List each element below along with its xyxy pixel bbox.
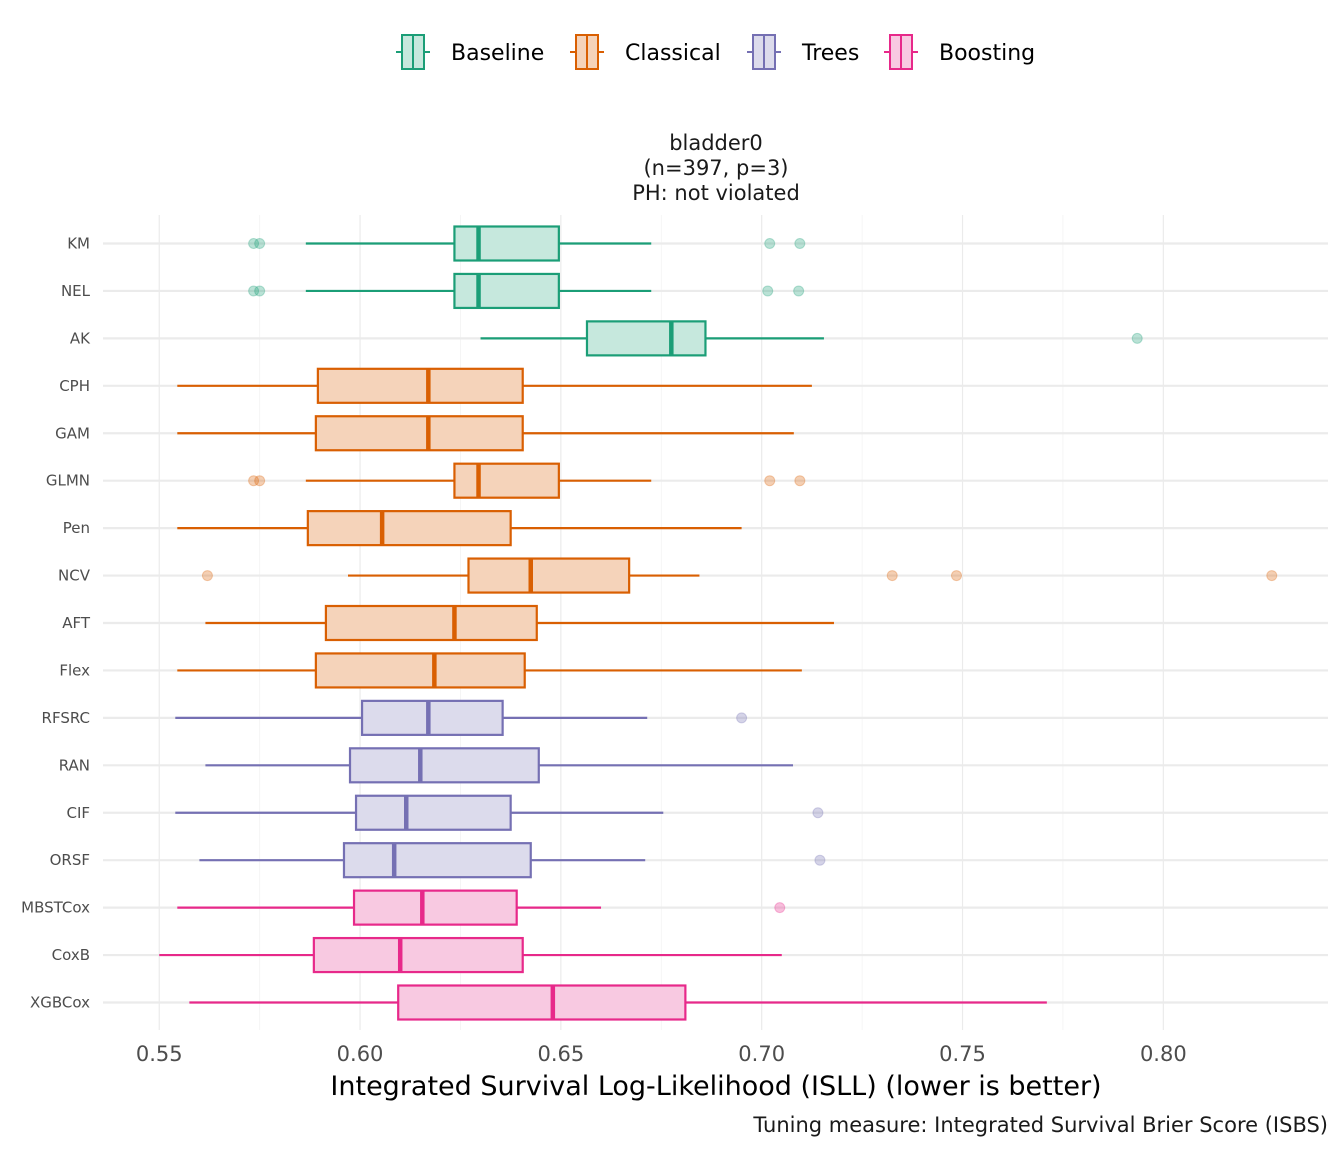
- box: [314, 415, 524, 452]
- boxplot-ak: [480, 320, 1143, 357]
- box: [348, 747, 540, 784]
- box: [324, 604, 538, 642]
- y-tick-label: Flex: [59, 661, 90, 679]
- y-tick-label: AFT: [62, 614, 91, 632]
- y-tick-label: AK: [70, 329, 91, 347]
- y-tick-label: CPH: [59, 377, 90, 395]
- legend-item-classical: Classical: [570, 34, 721, 70]
- box: [316, 367, 524, 404]
- box: [312, 936, 524, 974]
- outlier-point: [950, 570, 962, 582]
- y-tick-label: NCV: [58, 567, 91, 585]
- boxplot-aft: [205, 604, 834, 642]
- x-tick-label: 0.80: [1140, 1042, 1187, 1066]
- outlier-point: [886, 570, 898, 582]
- box: [342, 842, 532, 879]
- y-tick-label: ORSF: [50, 851, 90, 869]
- outlier-point: [764, 475, 776, 487]
- legend-label: Classical: [625, 41, 721, 66]
- facet-title-line-2: (n=397, p=3): [643, 156, 788, 180]
- box: [453, 272, 560, 310]
- x-tick-label: 0.55: [136, 1042, 183, 1066]
- x-tick-label: 0.65: [537, 1042, 584, 1066]
- boxplot-flex: [177, 652, 802, 689]
- boxplot-ran: [205, 747, 794, 784]
- outlier-point: [254, 285, 266, 297]
- boxplot-coxb: [159, 936, 782, 974]
- x-axis-label: Integrated Survival Log-Likelihood (ISLL…: [330, 1071, 1101, 1102]
- outlier-point: [794, 238, 806, 249]
- legend-label: Boosting: [939, 41, 1035, 66]
- y-tick-label: RFSRC: [42, 709, 90, 727]
- y-tick-label: CoxB: [52, 946, 90, 964]
- caption: Tuning measure: Integrated Survival Brie…: [752, 1113, 1328, 1137]
- x-tick-label: 0.60: [337, 1042, 384, 1066]
- y-tick-label: GAM: [55, 424, 90, 442]
- outlier-point: [814, 854, 826, 866]
- box: [352, 889, 518, 926]
- x-tick-label: 0.75: [939, 1042, 986, 1066]
- y-tick-label: GLMN: [46, 472, 90, 490]
- facet-title-line-3: PH: not violated: [632, 181, 800, 205]
- box: [306, 510, 512, 547]
- outlier-point: [736, 712, 748, 724]
- facet-title-line-1: bladder0: [669, 131, 763, 155]
- box: [354, 794, 512, 831]
- boxplot-ncv: [201, 557, 1278, 594]
- box: [467, 557, 631, 594]
- legend-item-trees: Trees: [747, 34, 859, 70]
- boxes: [159, 225, 1278, 1021]
- outlier-point: [1266, 570, 1278, 582]
- facet-title: bladder0 (n=397, p=3) PH: not violated: [632, 131, 800, 205]
- outlier-point: [1131, 332, 1143, 344]
- outlier-point: [812, 807, 824, 819]
- outlier-point: [254, 238, 266, 249]
- y-tick-label: KM: [67, 235, 90, 253]
- outlier-point: [762, 285, 774, 297]
- y-tick-label: CIF: [66, 804, 90, 822]
- outlier-point: [254, 475, 266, 487]
- outlier-point: [201, 570, 213, 582]
- outlier-point: [774, 902, 786, 914]
- y-tick-label: RAN: [59, 756, 90, 774]
- boxplot-cif: [175, 794, 824, 831]
- boxplot-gam: [177, 415, 794, 452]
- legend-item-boosting: Boosting: [884, 34, 1035, 70]
- outlier-point: [764, 238, 776, 249]
- x-axis-tick-labels: 0.55 0.60 0.65 0.70 0.75 0.80: [136, 1042, 1187, 1066]
- legend-label: Trees: [801, 41, 859, 66]
- outlier-point: [248, 475, 260, 487]
- boxplot-mbstcox: [177, 889, 786, 926]
- boxplot-orsf: [199, 842, 826, 879]
- boxplot-rfsrc: [175, 699, 748, 736]
- boxplot-cph: [177, 367, 812, 404]
- boxplot-km: [248, 225, 806, 262]
- box: [360, 699, 504, 736]
- y-tick-label: NEL: [61, 282, 91, 300]
- y-tick-label: XGBCox: [30, 994, 90, 1012]
- y-tick-label: Pen: [63, 519, 90, 537]
- boxplot-nel: [248, 272, 805, 310]
- boxplot-pen: [177, 510, 742, 547]
- outlier-point: [793, 285, 805, 297]
- legend-item-baseline: Baseline: [396, 34, 544, 70]
- box: [397, 984, 687, 1021]
- box: [453, 462, 560, 499]
- legend-label: Baseline: [451, 41, 544, 66]
- outlier-point: [248, 238, 260, 249]
- outlier-point: [794, 475, 806, 487]
- outlier-point: [248, 285, 260, 297]
- box: [453, 225, 560, 262]
- x-tick-label: 0.70: [738, 1042, 785, 1066]
- box: [585, 320, 707, 357]
- y-tick-label: MBSTCox: [21, 899, 90, 917]
- boxplot-glmn: [248, 462, 806, 499]
- y-axis-labels: KM NEL AK CPH GAM GLMN Pen NCV AFT Flex RFSRC RAN CI…: [21, 235, 91, 1012]
- box: [314, 652, 526, 689]
- legend: Baseline Classical Trees Boosting: [396, 34, 1035, 70]
- boxplot-xgbcox: [189, 984, 1047, 1021]
